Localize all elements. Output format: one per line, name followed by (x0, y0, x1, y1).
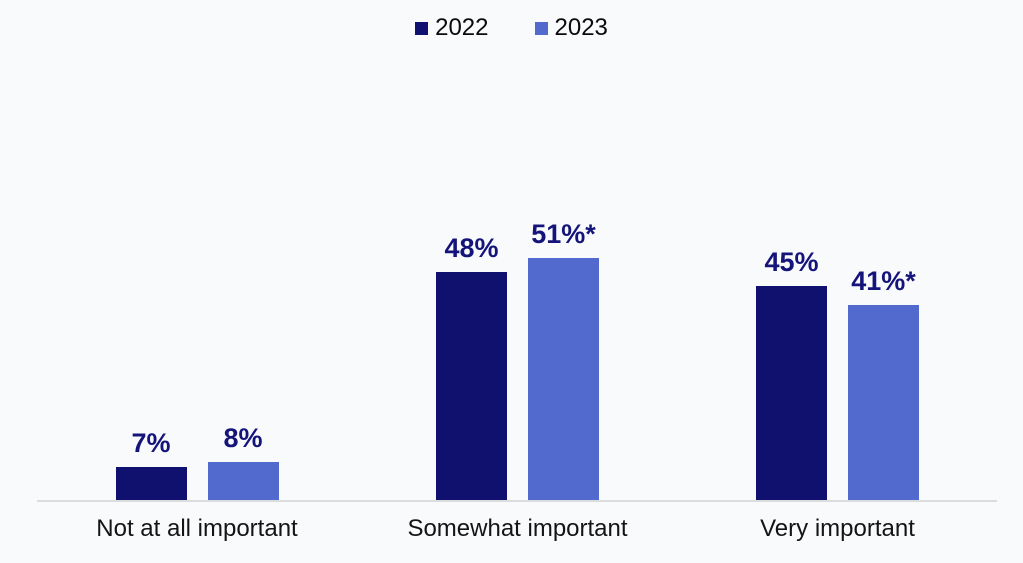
bar-2022-category-0 (115, 466, 187, 500)
legend-item-2023: 2023 (534, 14, 608, 41)
x-axis-line (37, 500, 997, 502)
legend-swatch-icon (415, 21, 429, 35)
bar-2023-category-0 (207, 462, 279, 500)
bar-value-label: 45% (764, 247, 819, 278)
bar-value-label: 51%* (531, 218, 596, 249)
bar-2022-category-1 (436, 272, 507, 500)
bar-2023-category-1 (528, 257, 599, 500)
category-label: Somewhat important (407, 515, 628, 542)
legend-swatch-icon (534, 21, 548, 35)
chart-legend: 2022 2023 (0, 16, 1023, 40)
bar-value-label: 41%* (851, 266, 916, 297)
bar-value-label: 7% (131, 427, 171, 458)
legend-label: 2022 (435, 14, 489, 41)
bar-value-label: 8% (223, 423, 263, 453)
bar-value-label: 48% (444, 233, 499, 263)
category-label: Very important (760, 515, 915, 542)
legend-label: 2023 (554, 14, 608, 41)
bar-2022-category-2 (756, 286, 827, 500)
bar-2023-category-2 (848, 305, 919, 500)
legend-item-2022: 2022 (415, 14, 489, 41)
category-label: Not at all important (96, 515, 298, 542)
